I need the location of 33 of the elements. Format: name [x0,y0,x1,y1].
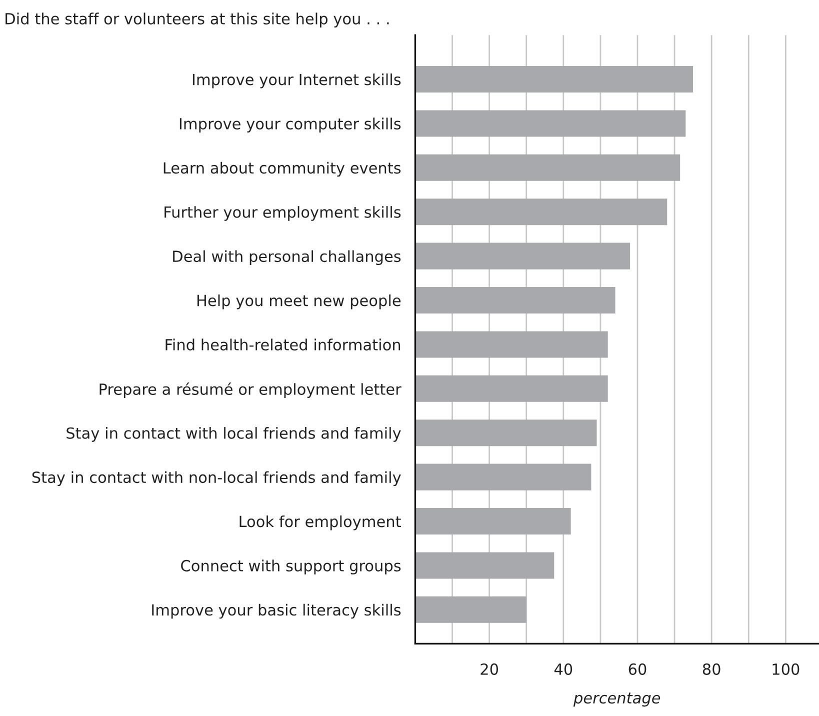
y-tick-label: Help you meet new people [197,294,401,310]
bar [415,110,686,137]
x-tick-label: 100 [772,663,800,675]
y-tick-label: Look for employment [240,515,401,530]
x-tick-label: 20 [480,663,498,675]
x-tick-label: 80 [702,663,720,675]
y-tick-label: Stay in contact with non-local friends and family [32,471,401,486]
y-tick-label: Further your employment skills [164,206,401,221]
bar [415,596,526,623]
x-tick-label: 40 [554,663,572,675]
y-tick-label: Stay in contact with local friends and family [66,427,401,442]
bar [415,154,680,181]
bar [415,508,571,535]
y-tick-label: Improve your Internet skills [192,73,401,88]
bar [415,375,608,402]
text: Did the staff or volunteers at this site help you . . . [6,12,389,28]
y-tick-label: Improve your computer skills [180,118,401,132]
bar [415,287,616,314]
y-tick-label: Prepare a résumé or employment letter [100,382,402,398]
y-tick-label: Connect with support groups [181,560,401,574]
y-tick-label: Find health-related information [166,338,400,350]
bar [415,198,668,226]
bar [415,66,694,93]
bar [415,331,608,358]
x-tick-label: 60 [628,663,646,675]
x-axis-title: percentage [573,692,660,707]
y-tick-label: Improve your basic literacy skills [152,604,401,619]
bar [415,420,597,446]
bar [415,552,554,579]
y-tick-label: Learn about community events [164,162,401,177]
bar [415,464,592,490]
y-tick-label: Deal with personal challanges [173,250,401,266]
bar [415,242,630,270]
